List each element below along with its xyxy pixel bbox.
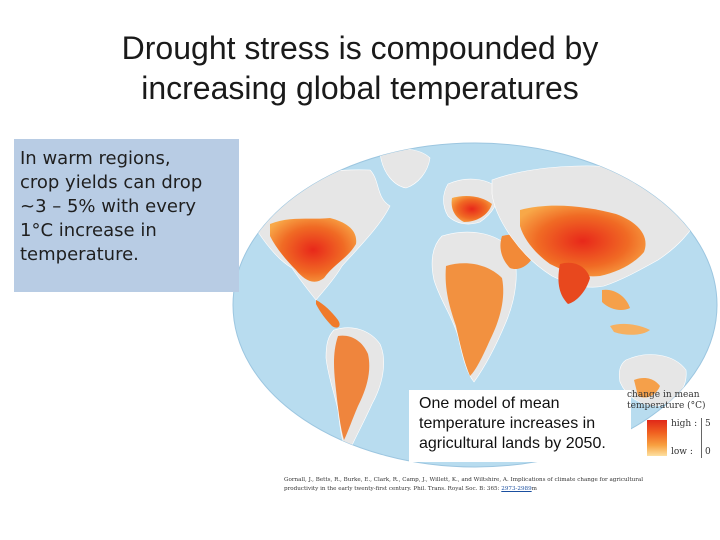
yield-note-line-2: crop yields can drop (20, 172, 203, 193)
africa-croplands (445, 263, 504, 376)
southeast-asia (602, 289, 630, 310)
map-caption: One model of mean temperature increases … (409, 390, 631, 462)
legend-max-value: 5 (705, 419, 711, 429)
legend-title-line-1: change in mean (627, 390, 700, 400)
indonesia (610, 323, 650, 335)
legend-low-label: low : (671, 447, 693, 457)
yield-note-line-3: ~3 – 5% with every (20, 196, 197, 217)
world-map (230, 140, 720, 470)
source-citation: Gornall, J., Betts, R., Burke, E., Clark… (284, 476, 714, 494)
australia-croplands (634, 378, 660, 398)
legend-divider (701, 418, 702, 458)
citation-pages-link[interactable]: 2973-2989 (501, 486, 532, 492)
map-caption-line-3: agricultural lands by 2050. (419, 435, 606, 452)
south-america-croplands (334, 335, 370, 440)
map-caption-line-2: temperature increases in (419, 415, 596, 432)
citation-line-2: productivity in the early twenty-first c… (284, 486, 502, 492)
title-line-2: increasing global temperatures (141, 70, 579, 106)
central-america (316, 300, 340, 328)
north-america-croplands (270, 218, 357, 282)
europe-croplands (451, 196, 492, 222)
citation-line-2-end: m (531, 486, 537, 492)
asia-croplands (520, 205, 646, 277)
legend-title: change in mean temperature (°C) (627, 390, 706, 412)
world-map-svg (232, 142, 718, 468)
legend-high-label: high : (671, 419, 698, 429)
citation-line-1: Gornall, J., Betts, R., Burke, E., Clark… (284, 477, 643, 483)
yield-note: In warm regions, crop yields can drop ~3… (14, 139, 239, 292)
slide-title: Drought stress is compounded by increasi… (0, 28, 720, 108)
yield-note-line-4: 1°C increase in (20, 220, 157, 241)
yield-note-line-1: In warm regions, (20, 148, 171, 169)
legend-color-scale (647, 420, 667, 456)
map-caption-line-1: One model of mean (419, 395, 560, 412)
india-croplands (558, 262, 590, 304)
legend-min-value: 0 (705, 447, 711, 457)
title-line-1: Drought stress is compounded by (121, 30, 599, 66)
yield-note-line-5: temperature. (20, 244, 139, 265)
map-legend: change in mean temperature (°C) high : l… (625, 390, 717, 462)
legend-title-line-2: temperature (°C) (627, 401, 706, 411)
